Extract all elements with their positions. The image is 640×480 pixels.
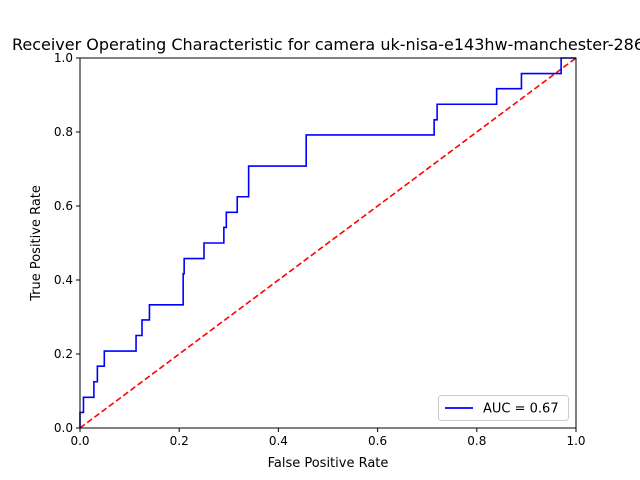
legend: AUC = 0.67 xyxy=(438,395,569,421)
x-tick-label: 0.4 xyxy=(269,434,288,448)
x-axis-ticks: 0.0 0.2 0.4 0.6 0.8 1.0 xyxy=(70,428,586,448)
y-tick-label: 0.2 xyxy=(54,347,73,361)
x-tick-label: 0.6 xyxy=(368,434,387,448)
chart-title: Receiver Operating Characteristic for ca… xyxy=(12,35,640,54)
x-tick-label: 1.0 xyxy=(566,434,585,448)
legend-box xyxy=(438,395,569,421)
x-tick-label: 0.0 xyxy=(70,434,89,448)
chance-diagonal-line xyxy=(79,57,577,429)
y-tick-label: 0.8 xyxy=(54,125,73,139)
y-axis-label: True Positive Rate xyxy=(29,185,44,302)
y-axis-ticks: 0.0 0.2 0.4 0.6 0.8 1.0 xyxy=(54,51,80,435)
x-tick-label: 0.2 xyxy=(170,434,189,448)
roc-curve-line xyxy=(79,57,576,428)
x-tick-label: 0.8 xyxy=(467,434,486,448)
y-tick-label: 0.6 xyxy=(54,199,73,213)
plot-area xyxy=(79,57,577,429)
y-tick-label: 0.4 xyxy=(54,273,73,287)
y-tick-label: 0.0 xyxy=(54,421,73,435)
legend-label-roc: AUC = 0.67 xyxy=(483,402,559,417)
series-layer xyxy=(79,57,577,429)
x-axis-label: False Positive Rate xyxy=(268,456,389,471)
y-tick-label: 1.0 xyxy=(54,51,73,65)
plot-frame xyxy=(79,57,577,429)
